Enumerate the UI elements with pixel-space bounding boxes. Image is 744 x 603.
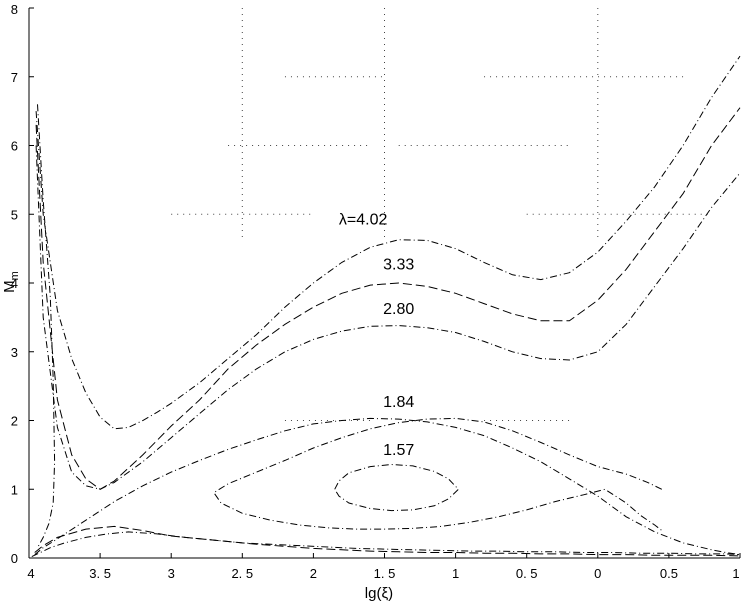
x-tick-label: 1. 5 — [374, 566, 396, 581]
y-tick-label: 7 — [11, 70, 18, 85]
y-tick-label: 3 — [11, 345, 18, 360]
series-layer — [31, 55, 741, 558]
x-tick-label: 0 — [594, 566, 601, 581]
y-tick-label: 1 — [11, 482, 18, 497]
curve-label-4: 1.57 — [383, 442, 414, 459]
y-tick-label: 5 — [11, 207, 18, 222]
x-tick-label: 1 — [452, 566, 459, 581]
x-tick-label: 2. 5 — [231, 566, 253, 581]
y-tick-label: 8 — [11, 2, 18, 17]
series-line-7 — [37, 104, 56, 548]
y-tick-label: 6 — [11, 139, 18, 154]
series-line-4 — [334, 463, 460, 512]
y-axis-label-main: M — [1, 280, 18, 293]
y-tick-label: 2 — [11, 414, 18, 429]
x-tick-label: 2 — [310, 566, 317, 581]
curve-label-0: λ=4.02 — [339, 212, 388, 229]
svg-text:Mm: Mm — [1, 271, 21, 293]
series-line-3 — [213, 417, 663, 531]
ticks-layer: 4 3. 5 3 2. 5 2 1. 5 1 0. 5 0 0.5 1 0 1 2 3 4 5 6 7 8 — [11, 2, 741, 581]
series-line-8 — [31, 531, 741, 558]
y-tick-label: 0 — [11, 551, 18, 566]
series-line-1 — [35, 107, 741, 490]
axes-layer — [28, 8, 740, 559]
y-tick-label: 4 — [11, 276, 18, 291]
x-tick-label: 1 — [732, 566, 739, 581]
y-axis-label-sub: m — [9, 271, 21, 280]
curve-labels-layer: λ=4.02 3.33 2.80 1.84 1.57 — [339, 212, 414, 459]
curve-label-1: 3.33 — [383, 256, 414, 273]
series-line-5 — [34, 417, 741, 556]
x-tick-label: 4 — [27, 566, 34, 581]
x-tick-label: 0.5 — [660, 566, 678, 581]
grid-layer — [171, 8, 712, 421]
x-tick-label: 0. 5 — [516, 566, 538, 581]
curve-label-2: 2.80 — [383, 301, 414, 318]
x-axis-label: lg(ξ) — [365, 585, 393, 602]
series-line-0 — [35, 55, 741, 430]
y-axis-label: Mm — [1, 271, 21, 293]
series-line-6 — [34, 525, 741, 557]
x-tick-label: 3. 5 — [89, 566, 111, 581]
curve-label-3: 1.84 — [383, 394, 414, 411]
x-tick-label: 3 — [168, 566, 175, 581]
